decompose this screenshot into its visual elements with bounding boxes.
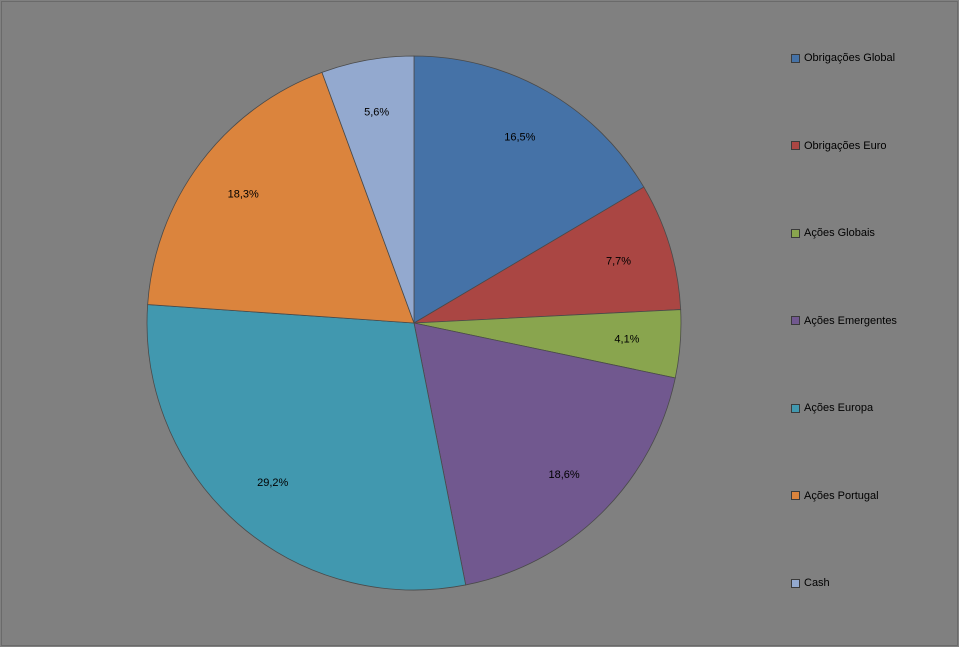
pie-data-label: 18,3% — [228, 189, 259, 201]
pie-slice — [413, 55, 645, 324]
legend-label: Ações Emergentes — [804, 314, 897, 327]
pie-slice — [413, 186, 682, 324]
legend-item: Ações Portugal — [791, 490, 879, 502]
legend-item: Ações Europa — [791, 402, 873, 414]
pie-slice — [146, 304, 467, 591]
legend-label: Obrigações Global — [804, 52, 896, 64]
legend-swatch — [791, 316, 800, 325]
pie-data-label: 18,6% — [548, 469, 579, 481]
legend-label: Obrigações Euro — [804, 139, 887, 152]
legend-item: Obrigações Global — [791, 52, 895, 64]
pie-data-label: 5,6% — [364, 107, 389, 119]
legend-swatch — [791, 141, 800, 150]
pie-slice — [413, 322, 676, 586]
pie-data-label: 29,2% — [257, 477, 288, 489]
pie-slice — [147, 71, 415, 324]
legend-item: Cash — [791, 577, 830, 589]
legend-label: Ações Europa — [804, 402, 874, 414]
legend-item: Obrigações Euro — [791, 140, 887, 152]
legend-swatch — [791, 578, 800, 588]
legend-label: Ações Portugal — [804, 489, 879, 502]
legend-swatch — [791, 228, 800, 238]
legend-label: Ações Globais — [804, 227, 875, 239]
legend-swatch — [791, 403, 800, 413]
pie-slices — [146, 55, 682, 591]
legend-item: Ações Emergentes — [791, 315, 897, 327]
legend-swatch — [791, 491, 800, 500]
pie-data-labels: 16,5% 7,7% 4,1% 18,6% 29,2% 18,3% 5,6% — [228, 107, 640, 490]
pie-data-label: 16,5% — [504, 131, 535, 143]
legend-item: Ações Globais — [791, 227, 875, 239]
pie-slice — [321, 55, 415, 324]
pie-data-label: 7,7% — [606, 255, 631, 267]
pie-data-label: 4,1% — [614, 334, 639, 346]
legend-label: Cash — [804, 577, 830, 589]
legend-swatch — [791, 53, 800, 63]
